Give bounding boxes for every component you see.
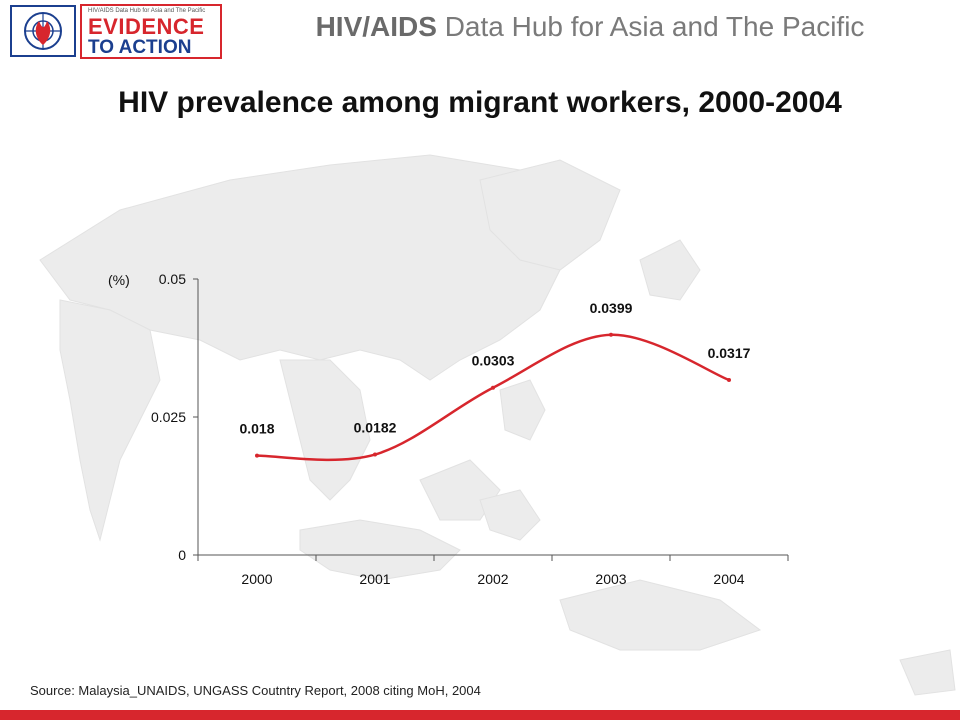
- evidence-to-action-logo: HIV/AIDS Data Hub for Asia and The Pacif…: [80, 4, 222, 59]
- data-point: [727, 378, 731, 383]
- source-note: Source: Malaysia_UNAIDS, UNGASS Coutntry…: [30, 683, 481, 698]
- data-label: 0.0317: [708, 345, 751, 361]
- x-tick-label: 2001: [359, 571, 390, 587]
- logo-line-1: EVIDENCE: [88, 14, 205, 39]
- un-emblem-logo: [10, 5, 76, 57]
- data-label: 0.0399: [590, 300, 633, 316]
- x-tick-label: 2004: [713, 571, 744, 587]
- hub-title-rest: Data Hub for Asia and The Pacific: [436, 11, 865, 42]
- data-point: [491, 385, 495, 390]
- hub-title: HIV/AIDS Data Hub for Asia and The Pacif…: [0, 10, 960, 44]
- data-point: [255, 453, 259, 458]
- y-tick-label: 0: [178, 547, 186, 563]
- logo-tagline: HIV/AIDS Data Hub for Asia and The Pacif…: [88, 8, 206, 14]
- logo-line-2: TO ACTION: [88, 37, 192, 58]
- bottom-accent-bar: [0, 710, 960, 720]
- y-unit-label: (%): [108, 272, 130, 288]
- data-point: [609, 332, 613, 337]
- x-tick-label: 2002: [477, 571, 508, 587]
- header-banner: HIV/AIDS Data Hub for Asia and The Pacif…: [0, 0, 960, 62]
- x-tick-label: 2003: [595, 571, 626, 587]
- y-tick-label: 0.05: [159, 271, 186, 287]
- data-label: 0.0182: [354, 420, 397, 436]
- asia-pacific-map-background: [39, 154, 956, 696]
- y-tick-label: 0.025: [151, 409, 186, 425]
- page-title: HIV prevalence among migrant workers, 20…: [118, 86, 842, 119]
- x-tick-label: 2000: [241, 571, 272, 587]
- hub-title-bold: HIV/AIDS: [315, 11, 437, 42]
- data-label: 0.018: [239, 421, 274, 437]
- data-label: 0.0303: [472, 353, 515, 369]
- data-point: [373, 452, 377, 457]
